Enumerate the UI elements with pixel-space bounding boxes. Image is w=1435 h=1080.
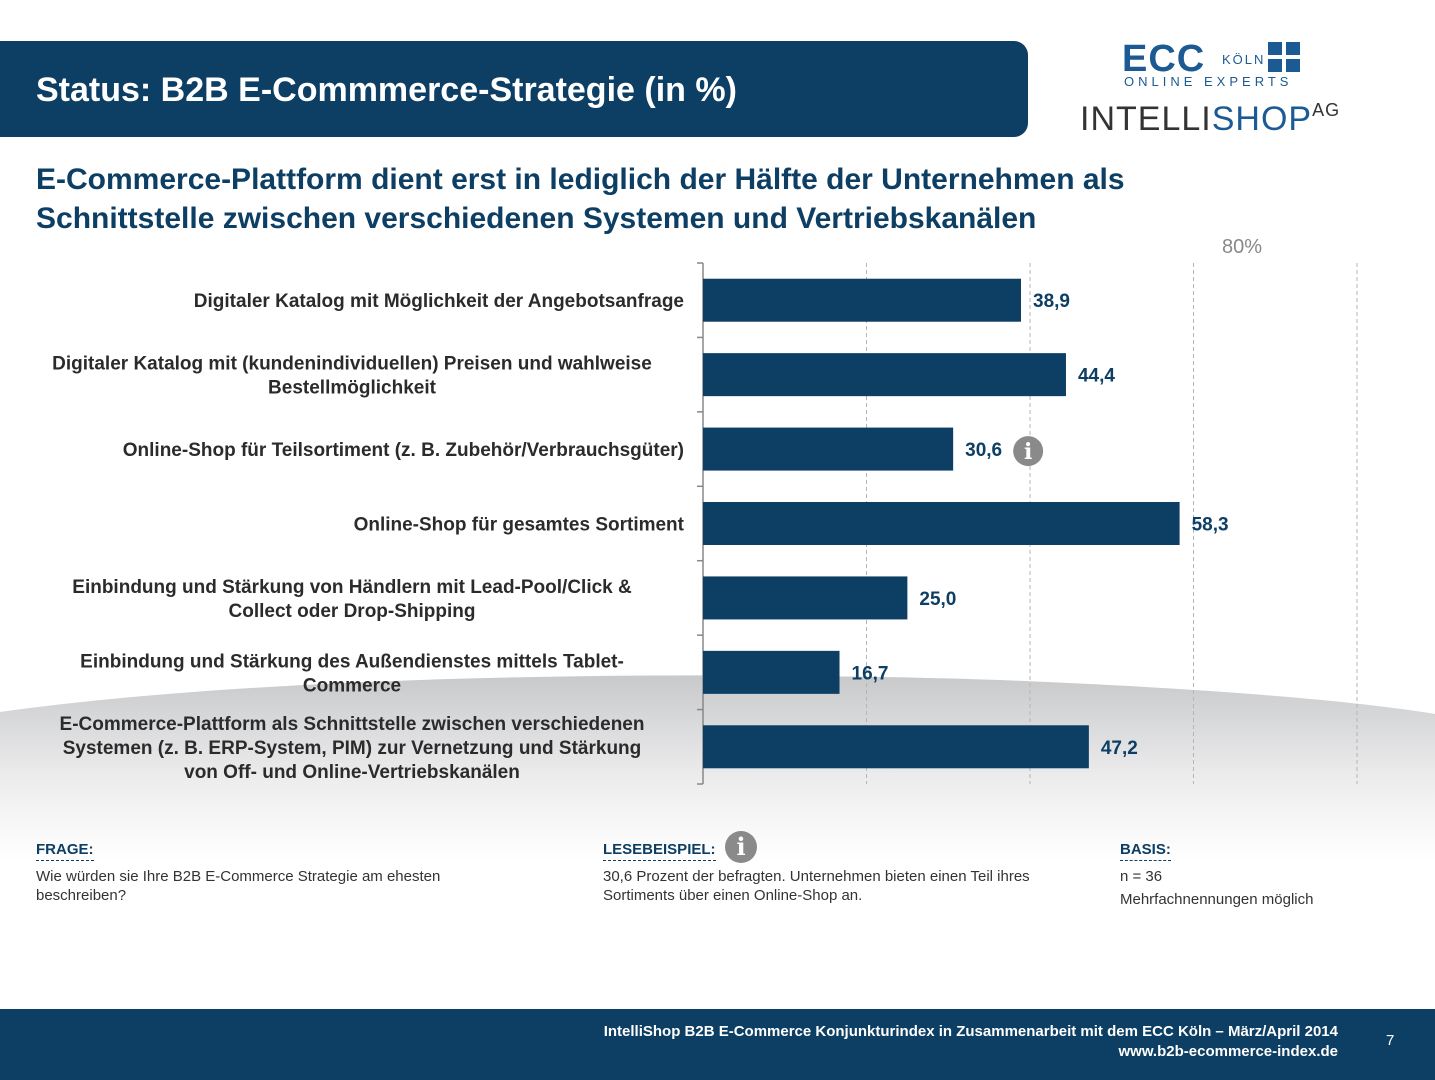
info-marker-icon: [1013, 436, 1044, 467]
frage-heading: FRAGE:: [36, 841, 94, 861]
bar-1: [703, 353, 1066, 397]
lesebeispiel-text: 30,6 Prozent der befragten. Unternehmen …: [603, 868, 1030, 904]
category-label-3: Online-Shop für gesamtes Sortiment: [354, 515, 685, 536]
info-icon: i: [725, 831, 757, 863]
category-label-5: Commerce: [303, 675, 401, 696]
bar-0: [703, 278, 1022, 322]
note-lesebeispiel: LESEBEISPIEL: 30,6 Prozent der befragten…: [603, 841, 1043, 905]
category-label-1: Digitaler Katalog mit (kundenindividuell…: [52, 354, 652, 375]
basis-heading: BASIS:: [1120, 841, 1171, 861]
bar-5: [703, 650, 840, 694]
basis-mehrfach: Mehrfachnennungen möglich: [1120, 891, 1314, 908]
data-label-0: 38,9: [1033, 291, 1070, 312]
ecc-logo-subtitle: ONLINE EXPERTS: [1124, 74, 1293, 89]
page-number: 7: [1386, 1032, 1395, 1049]
subtitle-line-1: E-Commerce-Plattform dient erst in ledig…: [36, 163, 1125, 196]
data-label-2: 30,6: [965, 440, 1002, 461]
axis-max-label: 80%: [1222, 236, 1262, 258]
category-label-1: Bestellmöglichkeit: [268, 378, 437, 399]
bar-6: [703, 725, 1089, 769]
chart-subtitle: E-Commerce-Plattform dient erst in ledig…: [36, 160, 1336, 238]
data-label-4: 25,0: [919, 589, 956, 610]
intellishop-logo-intelli: INTELLI: [1080, 100, 1212, 138]
basis-n: n = 36: [1120, 868, 1163, 885]
data-label-3: 58,3: [1192, 515, 1229, 536]
lesebeispiel-heading: LESEBEISPIEL:: [603, 841, 716, 861]
footer-url[interactable]: www.b2b-ecommerce-index.de: [1118, 1043, 1338, 1060]
intellishop-logo-ag: AG: [1312, 100, 1341, 120]
info-marker-glyph: i: [1024, 439, 1032, 465]
bar-2: [703, 427, 954, 471]
intellishop-logo-shop: SHOP: [1211, 100, 1313, 138]
ecc-logo-text: ECC: [1122, 38, 1206, 80]
intellishop-logo: INTELLISHOPAG: [1080, 100, 1340, 139]
subtitle-line-2: Schnittstelle zwischen verschiedenen Sys…: [36, 202, 1037, 235]
category-label-0: Digitaler Katalog mit Möglichkeit der An…: [194, 291, 684, 312]
frage-text: Wie würden sie Ihre B2B E-Commerce Strat…: [36, 868, 441, 904]
note-basis: BASIS: n = 36 Mehrfachnennungen möglich: [1120, 841, 1380, 909]
category-label-6: Systemen (z. B. ERP-System, PIM) zur Ver…: [63, 738, 642, 759]
footer-bar: IntelliShop B2B E-Commerce Konjunkturind…: [0, 1009, 1435, 1080]
bar-4: [703, 576, 908, 620]
category-label-5: Einbindung und Stärkung des Außendienste…: [80, 651, 624, 672]
category-label-6: E-Commerce-Plattform als Schnittstelle z…: [60, 714, 645, 735]
data-label-1: 44,4: [1078, 366, 1115, 387]
footer-citation: IntelliShop B2B E-Commerce Konjunkturind…: [603, 1023, 1338, 1040]
page-title: Status: B2B E-Commmerce-Strategie (in %): [36, 71, 737, 109]
ecc-squares-icon: [1268, 42, 1300, 72]
ecc-logo: ECC KÖLN ONLINE EXPERTS: [1122, 38, 1302, 90]
data-label-6: 47,2: [1101, 738, 1138, 759]
note-frage: FRAGE: Wie würden sie Ihre B2B E-Commerc…: [36, 841, 506, 905]
category-label-4: Collect oder Drop-Shipping: [229, 601, 476, 622]
category-label-6: von Off- und Online-Vertriebskanälen: [184, 762, 520, 783]
bar-chart: 80% 38,9 Digitaler Katalog mit Möglichkeit…: [52, 236, 1358, 785]
title-bar: [0, 41, 1028, 137]
category-label-2: Online-Shop für Teilsortiment (z. B. Zub…: [123, 440, 684, 461]
ecc-logo-koeln: KÖLN: [1222, 52, 1266, 67]
category-label-4: Einbindung und Stärkung von Händlern mit…: [72, 577, 632, 598]
data-label-5: 16,7: [852, 663, 889, 684]
bar-3: [703, 502, 1180, 545]
